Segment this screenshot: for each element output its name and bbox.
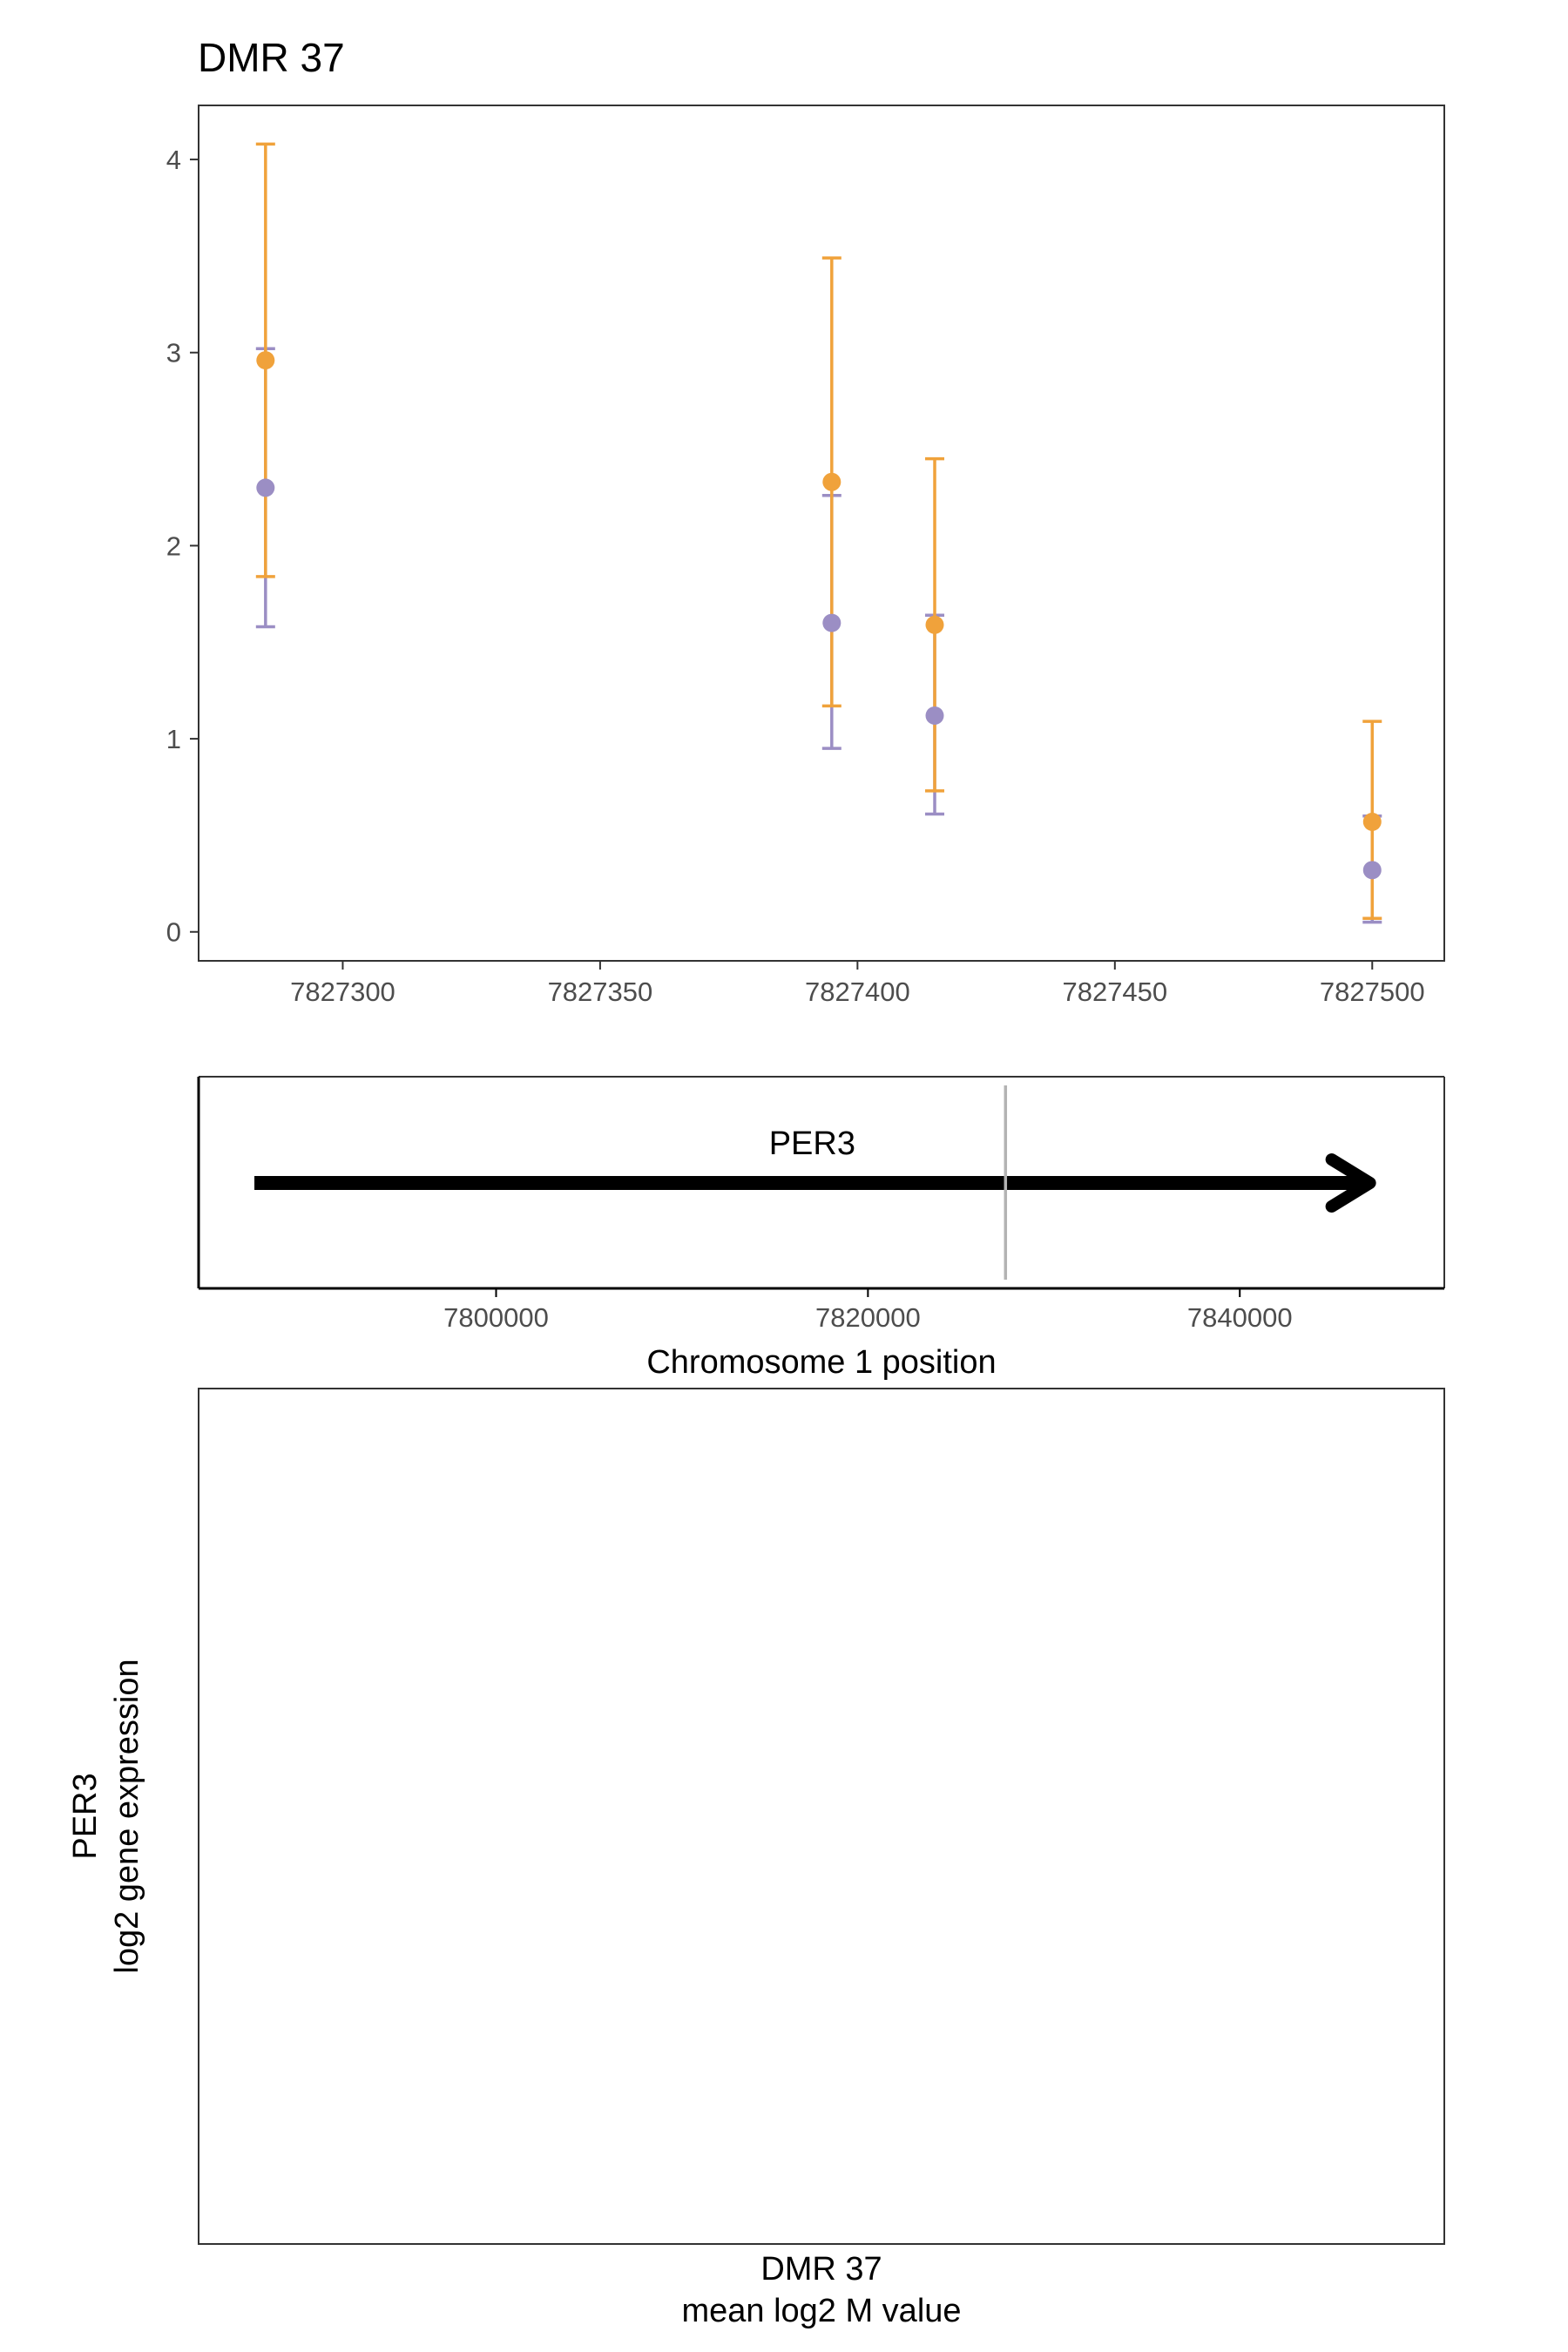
track-x-tick-label: 7800000: [443, 1302, 549, 1333]
gene-track-x-axis-title: Chromosome 1 position: [646, 1344, 996, 1381]
gene-label: PER3: [769, 1125, 855, 1162]
data-point: [925, 706, 944, 725]
data-point: [256, 478, 275, 497]
gene-track-panel: 7800000 7820000 7840000 PER3: [197, 1076, 1445, 1333]
data-point: [822, 613, 841, 632]
x-tick-label: 7827400: [805, 977, 910, 1007]
expression-panel-border: [198, 1388, 1445, 2245]
scatter-panel-border: [198, 105, 1445, 962]
x-tick-label: 7827300: [290, 977, 395, 1007]
chart-title: DMR 37: [198, 35, 345, 80]
x-tick-label: 7827500: [1320, 977, 1425, 1007]
y-tick-label: 2: [166, 531, 181, 561]
expression-y-axis-title-line1: PER3: [67, 1773, 104, 1859]
track-x-tick-label: 7840000: [1187, 1302, 1293, 1333]
methylation-scatter-panel: 0 1 2 3 4 7827300 7827350 7827400 7827450 7827500: [166, 105, 1445, 1007]
data-point: [822, 472, 841, 491]
y-tick-label: 1: [166, 724, 181, 754]
y-tick-label: 3: [166, 338, 181, 368]
x-tick-label: 7827450: [1062, 977, 1167, 1007]
gene-arrow-head: [1325, 1153, 1376, 1213]
expression-y-axis-title-line2: log2 gene expression: [109, 1659, 145, 1973]
track-x-tick-label: 7820000: [815, 1302, 921, 1333]
y-tick-label: 0: [166, 917, 181, 948]
y-tick-label: 4: [166, 145, 181, 175]
data-point: [1362, 812, 1382, 831]
expression-x-axis-title-line2: mean log2 M value: [681, 2293, 961, 2329]
expression-x-axis-title-line1: DMR 37: [760, 2251, 882, 2288]
data-point: [1362, 861, 1382, 880]
data-point: [256, 351, 275, 370]
data-point: [925, 615, 944, 634]
x-tick-label: 7827350: [548, 977, 653, 1007]
